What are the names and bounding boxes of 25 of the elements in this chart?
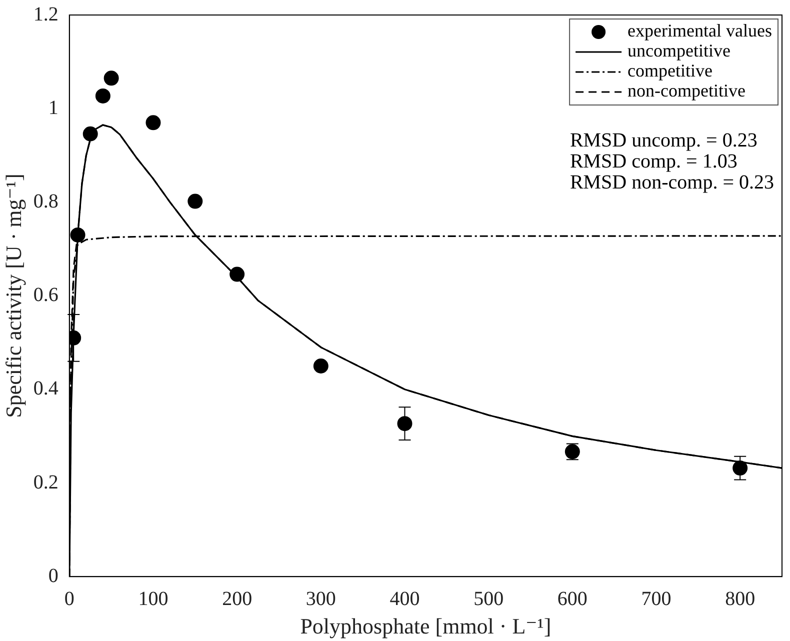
- x-tick-label: 700: [641, 588, 672, 610]
- annotation: RMSD non-comp. = 0.23: [570, 171, 774, 194]
- legend-label: competitive: [628, 60, 713, 81]
- x-tick-label: 600: [557, 588, 588, 610]
- y-axis-title: Specific activity [U · mg⁻¹]: [0, 174, 26, 418]
- x-tick-label: 500: [474, 588, 504, 610]
- x-tick-label: 300: [306, 588, 336, 610]
- x-axis-title: Polyphosphate [mmol · L⁻¹]: [300, 614, 552, 639]
- x-tick-label: 800: [725, 588, 756, 610]
- y-tick-label: 1: [48, 96, 58, 119]
- legend-label: experimental values: [628, 20, 772, 41]
- legend-label: non-competitive: [628, 80, 746, 101]
- y-tick-label: 0.8: [33, 190, 58, 212]
- y-tick-label: 0.2: [33, 471, 58, 494]
- x-tick-label: 400: [390, 588, 420, 610]
- x-tick-label: 0: [64, 588, 74, 610]
- y-tick-label: 0: [48, 564, 58, 587]
- y-tick-label: 1.2: [33, 3, 58, 26]
- y-tick-label: 0.6: [33, 284, 58, 306]
- y-tick-label: 0.4: [33, 378, 58, 400]
- x-tick-label: 200: [222, 588, 252, 610]
- legend-label: uncompetitive: [628, 40, 731, 61]
- annotation: RMSD comp. = 1.03: [570, 150, 738, 172]
- x-tick-label: 100: [138, 588, 168, 610]
- annotation: RMSD uncomp. = 0.23: [570, 129, 758, 152]
